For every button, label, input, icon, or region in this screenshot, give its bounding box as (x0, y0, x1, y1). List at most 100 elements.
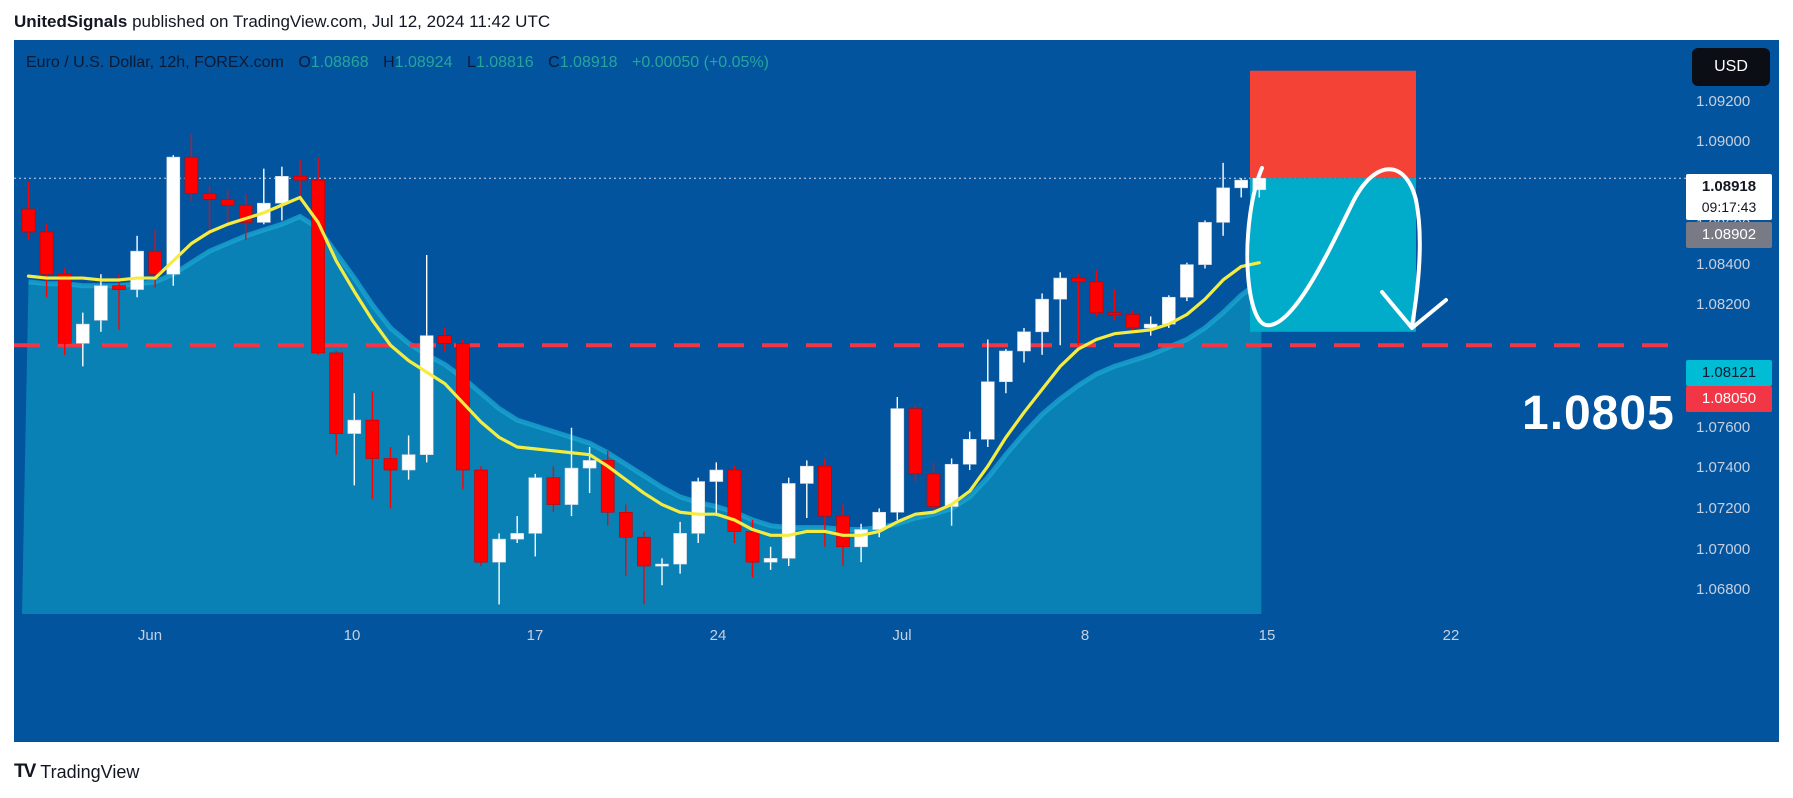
price-tick-label: 1.07200 (1696, 500, 1750, 517)
time-axis-label: Jul (892, 627, 911, 644)
close-key: C (548, 54, 560, 71)
candle-body (1035, 298, 1049, 333)
target-price-label: 1.0805 (1522, 387, 1675, 440)
current-price-tag: 1.08918 09:17:43 (1686, 174, 1772, 220)
tradingview-logo-icon: TV (14, 761, 36, 782)
candle-body (329, 352, 344, 434)
candle-body (818, 465, 832, 517)
tradingview-footer[interactable]: TV TradingView (14, 760, 139, 784)
price-tick-label: 1.06800 (1696, 581, 1750, 598)
time-axis-label: 10 (344, 627, 361, 644)
candle-body (1071, 277, 1086, 283)
price-tick-label: 1.07000 (1696, 541, 1750, 558)
time-axis-label: 8 (1081, 627, 1089, 644)
chart-panel[interactable]: 1.092001.090001.086001.084001.082001.078… (14, 40, 1779, 742)
candle-body (347, 419, 362, 434)
current-price-value: 1.08918 (1701, 178, 1757, 195)
change-value: +0.00050 (+0.05%) (632, 54, 769, 71)
candle-body (1017, 331, 1031, 352)
low-value: 1.08816 (475, 54, 534, 71)
candle-body (1107, 312, 1122, 315)
close-value: 1.08918 (559, 54, 618, 71)
symbol-legend: Euro / U.S. Dollar, 12h, FOREX.com O1.08… (26, 54, 769, 74)
projection-arrow-head (1380, 290, 1448, 330)
candle-body (926, 473, 941, 507)
candle-body (546, 477, 561, 505)
candle-body (655, 563, 669, 567)
area-outline (28, 213, 1261, 533)
candle-body (130, 250, 144, 290)
take-profit-zone (1250, 178, 1416, 332)
red-price-tag: 1.08050 (1686, 386, 1772, 412)
candle-body (474, 469, 488, 563)
author-name[interactable]: UnitedSignals (14, 12, 128, 31)
candle-body (401, 454, 416, 471)
price-tick-label: 1.07600 (1696, 419, 1750, 436)
candlestick-chart[interactable]: 1.092001.090001.086001.084001.082001.078… (14, 40, 1779, 742)
symbol-title[interactable]: Euro / U.S. Dollar, 12h, FOREX.com (26, 54, 284, 71)
price-tick-label: 1.08200 (1696, 296, 1750, 313)
candle-body (365, 419, 380, 459)
candle-body (872, 511, 887, 530)
publication-header: UnitedSignals published on TradingView.c… (14, 12, 550, 32)
candle-body (980, 381, 995, 440)
price-tick-label: 1.09200 (1696, 93, 1750, 110)
candle-body (21, 208, 36, 233)
open-value: 1.08868 (310, 54, 369, 71)
candle-body (1089, 281, 1104, 313)
time-axis-label: 15 (1259, 627, 1276, 644)
price-tick-label: 1.07400 (1696, 459, 1750, 476)
candle-body (456, 343, 470, 471)
candle-body (184, 156, 199, 194)
candle-body (528, 477, 543, 534)
price-tick-label: 1.09000 (1696, 133, 1750, 150)
price-tick-label: 1.08400 (1696, 256, 1750, 273)
candle-body (39, 231, 54, 275)
time-axis-label: 24 (710, 627, 727, 644)
candle-body (419, 335, 434, 455)
tradingview-brand: TradingView (40, 761, 140, 782)
candle-body (1234, 179, 1248, 189)
candle-body (781, 483, 796, 559)
candle-body (202, 193, 217, 200)
candle-body (293, 176, 307, 181)
gray-price-tag: 1.08902 (1686, 222, 1772, 248)
time-axis-background (14, 614, 1779, 742)
candle-body (727, 469, 742, 532)
published-text: published on TradingView.com, Jul 12, 20… (132, 12, 551, 31)
bar-countdown: 09:17:43 (1701, 199, 1757, 215)
candle-body (1180, 264, 1194, 298)
candle-body (148, 250, 162, 275)
moving-average-line (26, 195, 1261, 537)
candle-body (799, 465, 814, 484)
candle-body (908, 408, 923, 475)
time-axis-label: Jun (138, 627, 162, 644)
candle-body (962, 439, 977, 465)
candle-body (220, 199, 235, 206)
candle-body (564, 467, 579, 505)
candle-body (890, 408, 905, 513)
candle-body (745, 531, 760, 563)
candle-body (1053, 277, 1067, 300)
candle-body (75, 323, 90, 344)
cyan-price-tag: 1.08121 (1686, 360, 1772, 386)
low-key: L (466, 54, 476, 71)
candle-body (1143, 323, 1158, 329)
candle-body (166, 156, 181, 275)
candle-body (854, 529, 868, 548)
time-axis-label: 22 (1443, 627, 1460, 644)
candle-body (582, 460, 597, 469)
currency-button[interactable]: USD (1692, 48, 1770, 86)
candle-body (1125, 314, 1140, 329)
candle-body (57, 273, 72, 344)
candle-body (600, 460, 615, 513)
candle-body (836, 515, 850, 548)
high-key: H (383, 54, 395, 71)
candle-body (673, 533, 687, 565)
candle-body (492, 538, 506, 563)
stop-loss-zone (1250, 70, 1416, 179)
candle-body (437, 335, 452, 344)
candle-body (618, 511, 633, 538)
candle-body (709, 469, 724, 482)
candle-body (637, 536, 651, 567)
